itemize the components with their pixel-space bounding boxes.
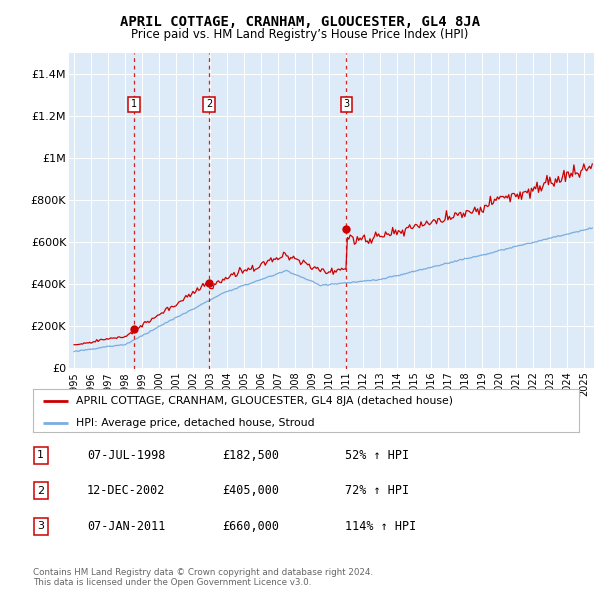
Text: 07-JUL-1998: 07-JUL-1998	[87, 449, 166, 462]
Text: 2: 2	[206, 100, 212, 110]
Text: 3: 3	[343, 100, 350, 110]
Text: 3: 3	[37, 522, 44, 531]
Text: 2: 2	[37, 486, 44, 496]
Text: 114% ↑ HPI: 114% ↑ HPI	[345, 520, 416, 533]
Text: 07-JAN-2011: 07-JAN-2011	[87, 520, 166, 533]
Text: £182,500: £182,500	[222, 449, 279, 462]
Text: 1: 1	[131, 100, 137, 110]
Text: APRIL COTTAGE, CRANHAM, GLOUCESTER, GL4 8JA: APRIL COTTAGE, CRANHAM, GLOUCESTER, GL4 …	[120, 15, 480, 30]
Text: Contains HM Land Registry data © Crown copyright and database right 2024.
This d: Contains HM Land Registry data © Crown c…	[33, 568, 373, 587]
Text: 12-DEC-2002: 12-DEC-2002	[87, 484, 166, 497]
Text: Price paid vs. HM Land Registry’s House Price Index (HPI): Price paid vs. HM Land Registry’s House …	[131, 28, 469, 41]
Text: £660,000: £660,000	[222, 520, 279, 533]
Text: APRIL COTTAGE, CRANHAM, GLOUCESTER, GL4 8JA (detached house): APRIL COTTAGE, CRANHAM, GLOUCESTER, GL4 …	[76, 396, 452, 407]
Text: £405,000: £405,000	[222, 484, 279, 497]
Text: HPI: Average price, detached house, Stroud: HPI: Average price, detached house, Stro…	[76, 418, 314, 428]
Text: 52% ↑ HPI: 52% ↑ HPI	[345, 449, 409, 462]
Text: 72% ↑ HPI: 72% ↑ HPI	[345, 484, 409, 497]
Text: 1: 1	[37, 451, 44, 460]
